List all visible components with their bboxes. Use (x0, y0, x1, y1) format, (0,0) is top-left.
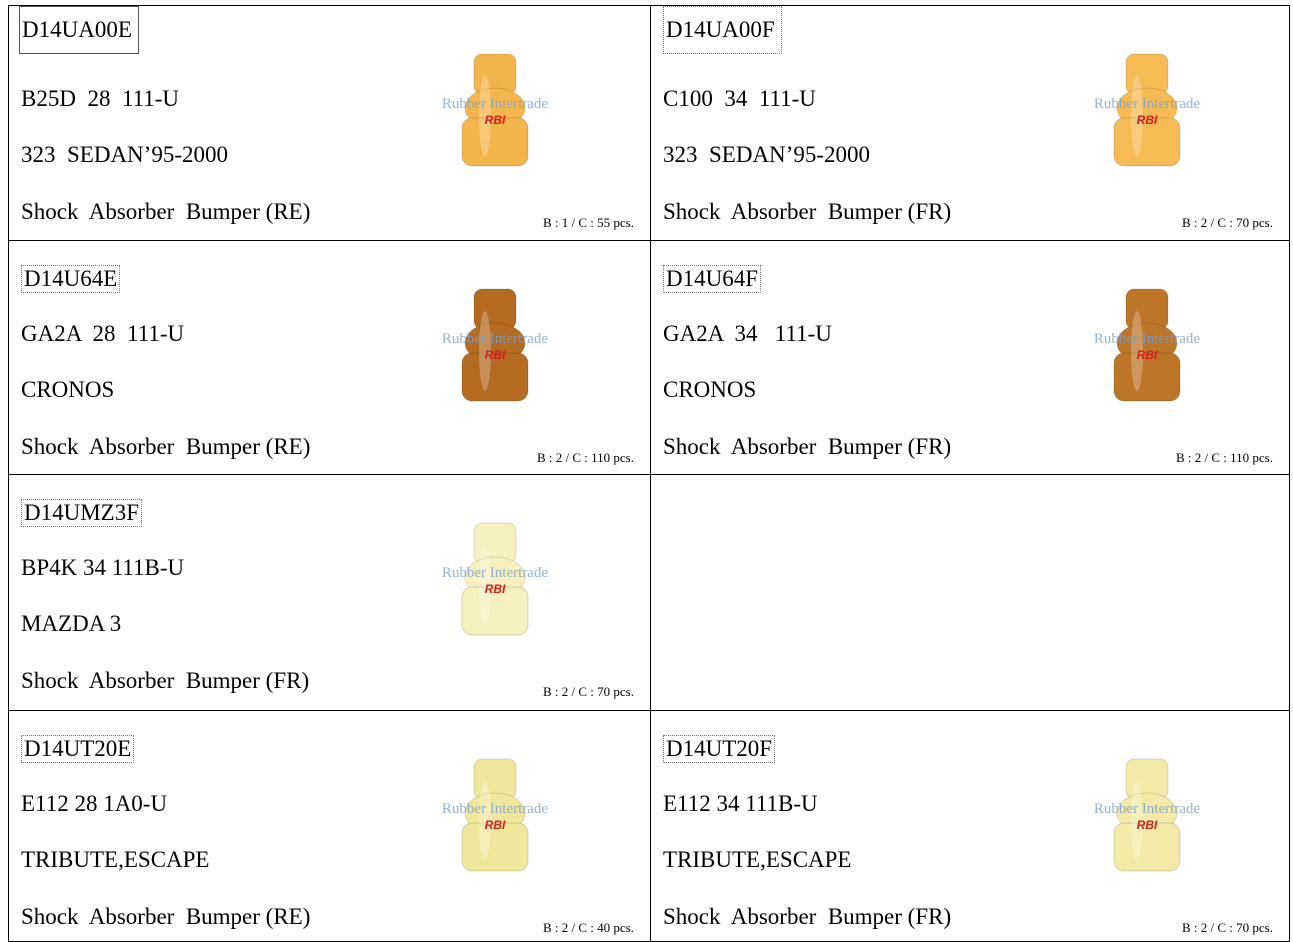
bumper-shine (479, 545, 491, 625)
product-code: D14U64F (663, 265, 762, 293)
logo: RBI (1137, 348, 1158, 362)
bumper-shine (1131, 311, 1143, 391)
part-number: E112 34 111B-U (663, 791, 818, 816)
car-model: TRIBUTE,ESCAPE (21, 847, 210, 872)
product-code: D14UT20F (663, 735, 776, 763)
part-name: Shock Absorber Bumper (RE) (21, 904, 311, 929)
cell: D14UA00E B25D 28 111-U 323 SEDAN’95-2000 Sh… (8, 5, 651, 241)
logo: RBI (485, 818, 506, 832)
cell: D14UT20E E112 28 1A0-U TRIBUTE,ESCAPE Shock… (8, 710, 651, 942)
cell: D14U64F GA2A 34 111-U CRONOS Shock Absorber… (650, 240, 1290, 475)
bumper-base (461, 822, 529, 872)
car-model: CRONOS (21, 377, 115, 402)
watermark: Rubber Intertrade (442, 331, 549, 347)
packing: B : 2 / C : 110 pcs. (1175, 450, 1273, 465)
car-model: 323 SEDAN’95-2000 (21, 142, 228, 167)
bumper-shine (479, 311, 491, 391)
bumper-base (1113, 352, 1181, 402)
part-number: GA2A 28 111-U (21, 321, 185, 346)
part-name: Shock Absorber Bumper (FR) (663, 434, 952, 459)
part-number: BP4K 34 111B-U (21, 555, 185, 580)
part-number: GA2A 34 111-U (663, 321, 832, 346)
bumper-base (461, 352, 529, 402)
part-name: Shock Absorber Bumper (FR) (21, 668, 310, 693)
watermark: Rubber Intertrade (442, 96, 549, 112)
packing: B : 2 / C : 110 pcs. (536, 450, 634, 465)
watermark: Rubber Intertrade (442, 801, 549, 817)
bumper-base (1113, 822, 1181, 872)
logo: RBI (1137, 113, 1158, 127)
logo: RBI (1137, 818, 1158, 832)
bumper-shine (479, 76, 491, 156)
watermark: Rubber Intertrade (1094, 801, 1201, 817)
packing: B : 2 / C : 70 pcs. (1181, 215, 1273, 230)
watermark: Rubber Intertrade (1094, 96, 1201, 112)
part-name: Shock Absorber Bumper (FR) (663, 904, 952, 929)
product-code: D14UMZ3F (21, 499, 143, 527)
car-model: 323 SEDAN’95-2000 (663, 142, 870, 167)
bumper-shine (1131, 781, 1143, 861)
bumper-shine (1131, 76, 1143, 156)
part-number: E112 28 1A0-U (21, 791, 168, 816)
part-name: Shock Absorber Bumper (RE) (21, 434, 311, 459)
product-code: D14UT20E (21, 735, 135, 763)
part-name: Shock Absorber Bumper (FR) (663, 199, 952, 224)
car-model: MAZDA 3 (21, 611, 122, 636)
packing: B : 2 / C : 70 pcs. (542, 684, 634, 699)
packing: B : 2 / C : 40 pcs. (542, 920, 634, 935)
part-name: Shock Absorber Bumper (RE) (21, 199, 311, 224)
bumper-base (461, 586, 529, 636)
bumper-base (1113, 117, 1181, 167)
product-code: D14UA00F (663, 6, 782, 54)
cell: D14UMZ3F BP4K 34 111B-U MAZDA 3 Shock Absor… (8, 474, 651, 711)
bumper-shine (479, 781, 491, 861)
cell: D14UT20F E112 34 111B-U TRIBUTE,ESCAPE Shoc… (650, 710, 1290, 942)
bumper-base (461, 117, 529, 167)
watermark: Rubber Intertrade (442, 565, 549, 581)
product-code: D14UA00E (19, 6, 139, 54)
packing: B : 2 / C : 70 pcs. (1181, 920, 1273, 935)
product-code: D14U64E (21, 265, 121, 293)
watermark: Rubber Intertrade (1094, 331, 1201, 347)
cell: D14U64E GA2A 28 111-U CRONOS Shock Absorber… (8, 240, 651, 475)
part-number: C100 34 111-U (663, 86, 816, 111)
logo: RBI (485, 113, 506, 127)
part-number: B25D 28 111-U (21, 86, 180, 111)
logo: RBI (485, 348, 506, 362)
car-model: TRIBUTE,ESCAPE (663, 847, 852, 872)
cell: D14UA00F C100 34 111-U 323 SEDAN’95-2000 Sh… (650, 5, 1290, 241)
packing: B : 1 / C : 55 pcs. (542, 215, 634, 230)
logo: RBI (485, 582, 506, 596)
cell (650, 474, 1290, 711)
car-model: CRONOS (663, 377, 757, 402)
